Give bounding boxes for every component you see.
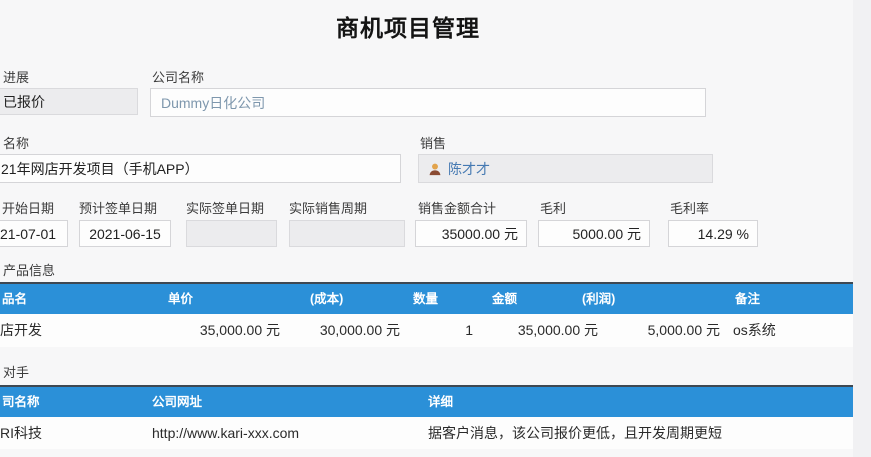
right-gutter xyxy=(853,0,871,457)
progress-label: 进展 xyxy=(3,70,30,85)
product-table-header: 品名 单价 (成本) 数量 金额 (利润) 备注 xyxy=(0,282,853,314)
gross-profit-value: 5000.00 元 xyxy=(572,225,642,242)
competitor-company: RI科技 xyxy=(0,425,42,441)
total-sales-input[interactable]: 35000.00 元 xyxy=(415,220,527,247)
product-table: 品名 单价 (成本) 数量 金额 (利润) 备注 店开发 35,000.00 元… xyxy=(0,282,853,347)
product-profit: 5,000.00 元 xyxy=(647,322,720,338)
product-col-profit: (利润) xyxy=(582,292,616,306)
competitor-col-website: 公司网址 xyxy=(152,395,203,409)
competitor-website-link[interactable]: http://www.kari-xxx.com xyxy=(152,425,300,441)
product-amount: 35,000.00 元 xyxy=(517,322,598,338)
product-col-qty: 数量 xyxy=(413,292,439,306)
product-col-unit-price: 单价 xyxy=(168,292,194,306)
product-col-note: 备注 xyxy=(735,292,761,306)
competitor-col-company: 司名称 xyxy=(2,395,40,409)
gross-margin-input[interactable]: 14.29 % xyxy=(668,220,758,247)
actual-sales-cycle-input[interactable] xyxy=(289,220,405,247)
competitor-section-label: 对手 xyxy=(3,365,30,380)
expected-sign-date-input[interactable]: 2021-06-15 xyxy=(79,220,171,247)
competitor-table: 司名称 公司网址 详细 RI科技 http://www.kari-xxx.com… xyxy=(0,385,853,449)
expected-sign-date-label: 预计签单日期 xyxy=(79,201,158,216)
competitor-table-row[interactable]: RI科技 http://www.kari-xxx.com 据客户消息，该公司报价… xyxy=(0,417,853,449)
product-note: os系统 xyxy=(733,322,776,338)
progress-input[interactable]: 已报价 xyxy=(0,88,138,115)
product-unit-price: 35,000.00 元 xyxy=(199,322,280,338)
name-label: 名称 xyxy=(3,136,30,151)
page-title: 商机项目管理 xyxy=(336,15,480,41)
progress-value: 已报价 xyxy=(3,93,45,110)
expected-sign-date-value: 2021-06-15 xyxy=(89,225,161,242)
sales-input[interactable]: 陈才才 xyxy=(418,154,713,183)
product-section-label: 产品信息 xyxy=(3,263,56,278)
competitor-col-detail: 详细 xyxy=(428,395,454,409)
company-value: Dummy日化公司 xyxy=(161,94,266,111)
sales-label: 销售 xyxy=(420,136,447,151)
company-input[interactable]: Dummy日化公司 xyxy=(150,88,706,117)
competitor-detail: 据客户消息，该公司报价更低，且开发周期更短 xyxy=(428,425,722,441)
gross-margin-label: 毛利率 xyxy=(670,201,710,216)
product-col-amount: 金额 xyxy=(492,292,518,306)
gross-profit-label: 毛利 xyxy=(540,201,567,216)
product-cost: 30,000.00 元 xyxy=(319,322,400,338)
gross-margin-value: 14.29 % xyxy=(697,225,749,242)
company-label: 公司名称 xyxy=(152,70,205,85)
name-input[interactable]: 21年网店开发项目（手机APP） xyxy=(0,154,401,183)
sales-value: 陈才才 xyxy=(448,160,490,177)
total-sales-value: 35000.00 元 xyxy=(441,225,518,242)
start-date-label: 开始日期 xyxy=(2,201,55,216)
person-icon xyxy=(429,163,441,175)
actual-sign-date-input[interactable] xyxy=(186,220,277,247)
name-value: 21年网店开发项目（手机APP） xyxy=(1,160,199,177)
product-col-name: 品名 xyxy=(2,292,28,306)
actual-sales-cycle-label: 实际销售周期 xyxy=(289,201,368,216)
competitor-table-header: 司名称 公司网址 详细 xyxy=(0,385,853,417)
product-name-link[interactable]: 店开发 xyxy=(0,322,42,338)
product-col-cost: (成本) xyxy=(310,292,344,306)
start-date-value: 21-07-01 xyxy=(0,225,57,242)
start-date-input[interactable]: 21-07-01 xyxy=(0,220,68,247)
actual-sign-date-label: 实际签单日期 xyxy=(186,201,265,216)
product-table-row[interactable]: 店开发 35,000.00 元 30,000.00 元 1 35,000.00 … xyxy=(0,314,853,347)
gross-profit-input[interactable]: 5000.00 元 xyxy=(538,220,650,247)
total-sales-label: 销售金额合计 xyxy=(418,201,497,216)
product-qty: 1 xyxy=(465,322,473,338)
